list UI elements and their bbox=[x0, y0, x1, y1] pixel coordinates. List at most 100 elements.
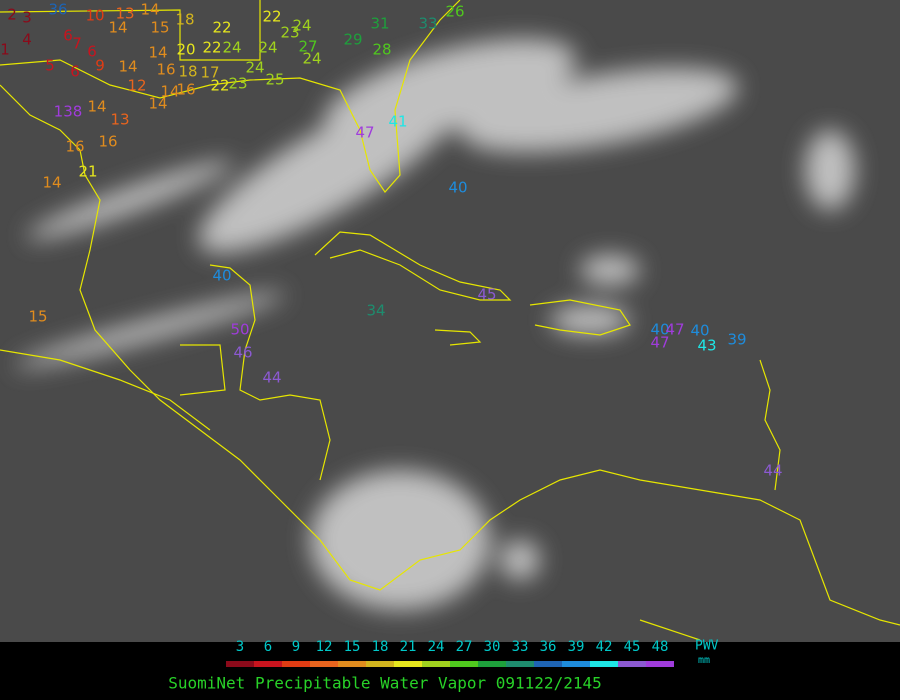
colorbar-segment bbox=[338, 661, 366, 667]
station-value: 39 bbox=[727, 331, 746, 349]
unit-label: PWV bbox=[695, 639, 719, 654]
station-value: 20 bbox=[176, 41, 195, 59]
station-value: 29 bbox=[343, 31, 362, 49]
colorbar-tick-label: 36 bbox=[540, 639, 557, 655]
colorbar-tick-label: 24 bbox=[428, 639, 445, 655]
station-value: 3 bbox=[22, 9, 32, 27]
station-value: 45 bbox=[477, 286, 496, 304]
station-value: 24 bbox=[245, 59, 264, 77]
colorbar-segment bbox=[226, 661, 254, 667]
station-value: 28 bbox=[372, 41, 391, 59]
station-value: 24 bbox=[222, 39, 241, 57]
station-value: 34 bbox=[366, 302, 385, 320]
station-value: 14 bbox=[148, 44, 167, 62]
colorbar-segment bbox=[506, 661, 534, 667]
station-value: 6 bbox=[70, 63, 80, 81]
station-value: 23 bbox=[280, 24, 299, 42]
station-value: 10 bbox=[85, 7, 104, 25]
station-value: 26 bbox=[445, 3, 464, 21]
station-value: 138 bbox=[54, 103, 83, 121]
station-value: 33 bbox=[418, 15, 437, 33]
title: SuomiNet Precipitable Water Vapor 091122… bbox=[168, 674, 601, 693]
station-value: 17 bbox=[200, 64, 219, 82]
colorbar-segment bbox=[282, 661, 310, 667]
station-value: 25 bbox=[265, 71, 284, 89]
colorbar-tick-label: 15 bbox=[344, 639, 361, 655]
station-value: 24 bbox=[292, 17, 311, 35]
station-value: 43 bbox=[697, 337, 716, 355]
station-value: 36 bbox=[48, 1, 67, 19]
station-value: 14 bbox=[160, 83, 179, 101]
station-value: 14 bbox=[42, 174, 61, 192]
colorbar-tick-label: 9 bbox=[292, 639, 300, 655]
colorbar-segment bbox=[534, 661, 562, 667]
station-value: 41 bbox=[388, 113, 407, 131]
station-value: 18 bbox=[178, 63, 197, 81]
station-value: 15 bbox=[28, 308, 47, 326]
station-value: 7 bbox=[72, 35, 82, 53]
station-value: 40 bbox=[650, 321, 669, 339]
station-value: 22 bbox=[210, 77, 229, 95]
station-value: 44 bbox=[763, 462, 782, 480]
station-value: 27 bbox=[298, 38, 317, 56]
colorbar-tick-label: 3 bbox=[236, 639, 244, 655]
station-value: 14 bbox=[87, 98, 106, 116]
colorbar-tick-label: 42 bbox=[596, 639, 613, 655]
colorbar-segment bbox=[366, 661, 394, 667]
colorbar-tick-label: 6 bbox=[264, 639, 272, 655]
station-value: 14 bbox=[118, 58, 137, 76]
colorbar-segment bbox=[254, 661, 282, 667]
station-value: 1 bbox=[0, 41, 10, 59]
station-value: 40 bbox=[212, 267, 231, 285]
colorbar-tick-label: 21 bbox=[400, 639, 417, 655]
station-value: 4 bbox=[22, 31, 32, 49]
colorbar-segment bbox=[618, 661, 646, 667]
station-value: 5 bbox=[45, 57, 55, 75]
station-value: 21 bbox=[78, 163, 97, 181]
station-value: 40 bbox=[690, 322, 709, 340]
colorbar-tick-label: 27 bbox=[456, 639, 473, 655]
colorbar-segment bbox=[562, 661, 590, 667]
colorbar-tick-label: 33 bbox=[512, 639, 529, 655]
colorbar: 3 6 9 12 15 18 21 24 27 30 33 36 39 42 45 48 bbox=[226, 639, 674, 667]
station-value: 24 bbox=[302, 50, 321, 68]
station-value: 6 bbox=[87, 43, 97, 61]
station-value: 46 bbox=[233, 344, 252, 362]
station-value: 13 bbox=[110, 111, 129, 129]
footer-band bbox=[0, 642, 900, 700]
station-value: 44 bbox=[262, 369, 281, 387]
station-value: 22 bbox=[202, 39, 221, 57]
colorbar-segment bbox=[450, 661, 478, 667]
station-value: 40 bbox=[448, 179, 467, 197]
colorbar-tick-label: 30 bbox=[484, 639, 501, 655]
clouds bbox=[14, 38, 855, 610]
station-value: 47 bbox=[355, 124, 374, 142]
station-value: 22 bbox=[262, 8, 281, 26]
station-value: 16 bbox=[98, 133, 117, 151]
station-value: 47 bbox=[665, 321, 684, 339]
colorbar-tick-label: 12 bbox=[316, 639, 333, 655]
station-value: 47 bbox=[650, 334, 669, 352]
colorbar-segment bbox=[646, 661, 674, 667]
station-value: 2 bbox=[7, 6, 17, 24]
station-value: 50 bbox=[230, 321, 249, 339]
colorbar-segment bbox=[590, 661, 618, 667]
colorbar-segment bbox=[422, 661, 450, 667]
station-value: 12 bbox=[127, 77, 146, 95]
colorbar-segment bbox=[478, 661, 506, 667]
station-value: 6 bbox=[63, 27, 73, 45]
unit: mm bbox=[698, 655, 710, 666]
colorbar-tick-label: 39 bbox=[568, 639, 585, 655]
station-value: 16 bbox=[176, 81, 195, 99]
colorbar-tick-label: 45 bbox=[624, 639, 641, 655]
station-value: 14 bbox=[108, 19, 127, 37]
station-value: 16 bbox=[156, 61, 175, 79]
colorbar-segment bbox=[394, 661, 422, 667]
colorbar-tick-label: 18 bbox=[372, 639, 389, 655]
station-value: 9 bbox=[95, 57, 105, 75]
station-value: 22 bbox=[212, 19, 231, 37]
station-value: 15 bbox=[150, 19, 169, 37]
colorbar-segment bbox=[310, 661, 338, 667]
